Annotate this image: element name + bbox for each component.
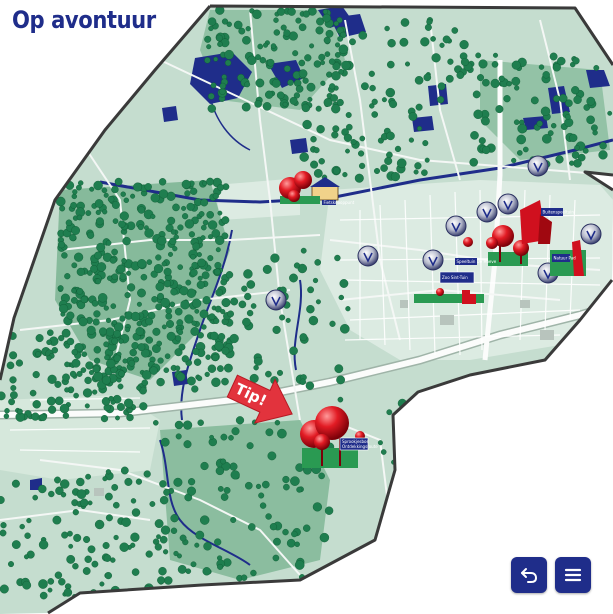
municipality-border bbox=[0, 4, 613, 614]
pin-icon[interactable] bbox=[476, 201, 498, 223]
pin-icon[interactable] bbox=[445, 215, 467, 237]
attraction-marker-south[interactable]: Sprookjesbos Ontdekkingsroute bbox=[300, 406, 378, 468]
sign-1-label: Fietsknooppunt bbox=[324, 200, 355, 205]
page-title: Op avontuur bbox=[12, 6, 156, 34]
undo-arrow-icon bbox=[521, 568, 538, 583]
menu-button[interactable] bbox=[555, 557, 591, 593]
attraction-marker-east[interactable]: Buitenspeeltuin Natuur Pad Speeltuin De … bbox=[414, 200, 586, 304]
hamburger-menu-icon bbox=[564, 568, 582, 582]
sign-7-label: Sprookjesbos bbox=[342, 439, 369, 444]
sign-2-label: Speeltuin De Hoeve bbox=[457, 259, 497, 264]
pin-icon[interactable] bbox=[497, 193, 519, 215]
sign-3-label: Zoo Sint-Tuin bbox=[442, 275, 468, 280]
sign-5-label: Ontdekkingsroute bbox=[342, 444, 378, 449]
back-button[interactable] bbox=[511, 557, 547, 593]
pin-icon[interactable] bbox=[265, 289, 287, 311]
pin-icon[interactable] bbox=[580, 223, 602, 245]
tip-arrow[interactable]: Tip! bbox=[222, 364, 302, 435]
pin-icon[interactable] bbox=[422, 249, 444, 271]
pin-icon[interactable] bbox=[357, 245, 379, 267]
sign-6-label: Natuur Pad bbox=[554, 256, 577, 261]
pin-icon[interactable] bbox=[527, 155, 549, 177]
attraction-marker-north[interactable]: Fietsknooppunt bbox=[279, 171, 355, 205]
sign-4-label: Buitenspeeltuin bbox=[543, 210, 575, 215]
location-pins[interactable] bbox=[265, 155, 602, 311]
